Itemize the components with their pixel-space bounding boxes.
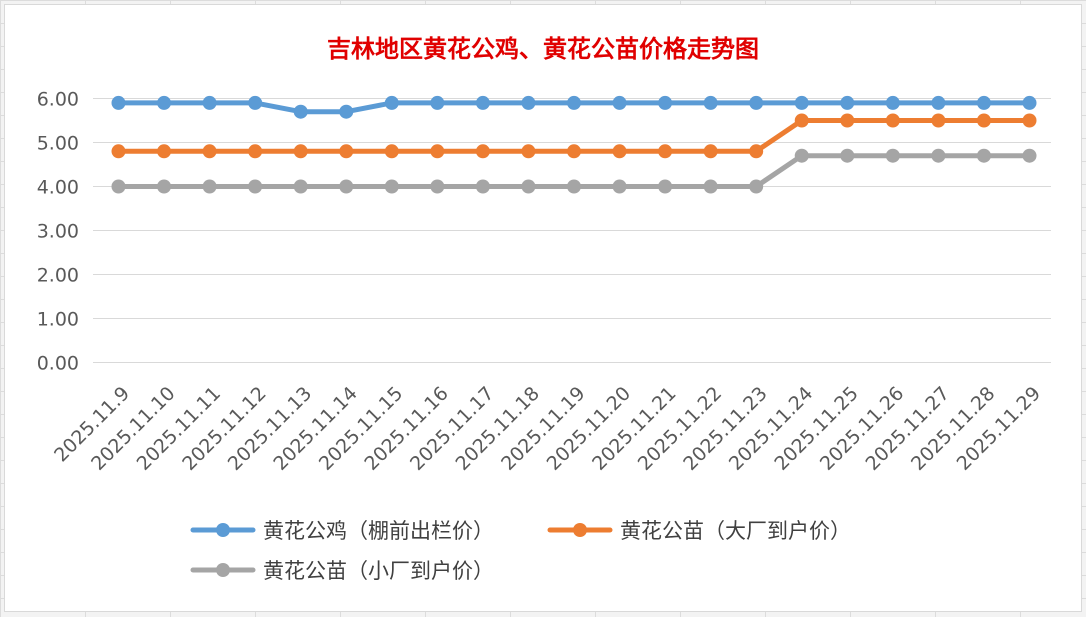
data-point [976, 95, 991, 110]
data-point [157, 179, 172, 194]
data-point [384, 95, 399, 110]
data-point [703, 179, 718, 194]
data-point [111, 144, 126, 159]
data-point [202, 95, 217, 110]
data-point [430, 95, 445, 110]
legend-label: 黄花公苗（大厂到户价） [620, 519, 851, 543]
y-tick-label: 2.00 [37, 265, 79, 287]
data-point [475, 179, 490, 194]
y-tick-label: 4.00 [37, 177, 79, 199]
data-point [612, 95, 627, 110]
data-point [658, 179, 673, 194]
data-point [248, 179, 263, 194]
data-point [703, 95, 718, 110]
data-point [384, 144, 399, 159]
data-point [521, 95, 536, 110]
chart-area[interactable]: 吉林地区黄花公鸡、黄花公苗价格走势图 0.00 1.00 2.00 3.00 4.00 5… [4, 4, 1082, 612]
data-point [339, 144, 354, 159]
data-point [567, 179, 581, 194]
data-point [157, 95, 172, 110]
y-tick-label: 0.00 [37, 353, 79, 375]
data-point [931, 148, 946, 163]
data-point [430, 179, 445, 194]
data-point [202, 179, 217, 194]
data-point [567, 95, 581, 110]
data-point [749, 144, 764, 159]
data-point [248, 95, 263, 110]
data-point [658, 95, 673, 110]
data-point [339, 104, 354, 119]
data-point [567, 144, 581, 159]
data-point [339, 179, 354, 194]
data-point [840, 95, 855, 110]
data-point [612, 144, 627, 159]
data-point [1022, 148, 1037, 163]
y-tick-label: 5.00 [37, 133, 79, 155]
data-point [931, 95, 946, 110]
legend-marker [216, 563, 230, 577]
y-tick-label: 1.00 [37, 309, 79, 331]
data-point [612, 179, 627, 194]
legend-marker [573, 523, 587, 537]
legend-label: 黄花公苗（小厂到户价） [263, 559, 494, 583]
data-point [384, 179, 399, 194]
data-point [293, 144, 308, 159]
data-point [248, 144, 263, 159]
data-point [794, 148, 809, 163]
data-point [475, 144, 490, 159]
data-point [885, 113, 900, 128]
legend-label: 黄花公鸡（棚前出栏价） [263, 519, 494, 543]
data-point [840, 113, 855, 128]
data-point [794, 95, 809, 110]
chart-title: 吉林地区黄花公鸡、黄花公苗价格走势图 [327, 34, 759, 63]
data-point [521, 144, 536, 159]
data-point [885, 95, 900, 110]
data-point [202, 144, 217, 159]
legend-marker [216, 523, 230, 537]
data-point [521, 179, 536, 194]
data-point [430, 144, 445, 159]
data-point [703, 144, 718, 159]
data-point [976, 113, 991, 128]
data-point [293, 104, 308, 119]
line-chart: 0.001.002.003.004.005.006.002025.11.9202… [37, 89, 1051, 583]
data-point [475, 95, 490, 110]
data-point [749, 179, 764, 194]
data-point [111, 179, 126, 194]
data-point [1022, 95, 1037, 110]
data-point [794, 113, 809, 128]
data-point [111, 95, 126, 110]
y-tick-label: 3.00 [37, 221, 79, 243]
data-point [885, 148, 900, 163]
data-point [293, 179, 308, 194]
data-point [1022, 113, 1037, 128]
data-point [658, 144, 673, 159]
data-point [157, 144, 172, 159]
data-point [976, 148, 991, 163]
data-point [749, 95, 764, 110]
data-point [840, 148, 855, 163]
y-tick-label: 6.00 [37, 89, 79, 111]
data-point [931, 113, 946, 128]
